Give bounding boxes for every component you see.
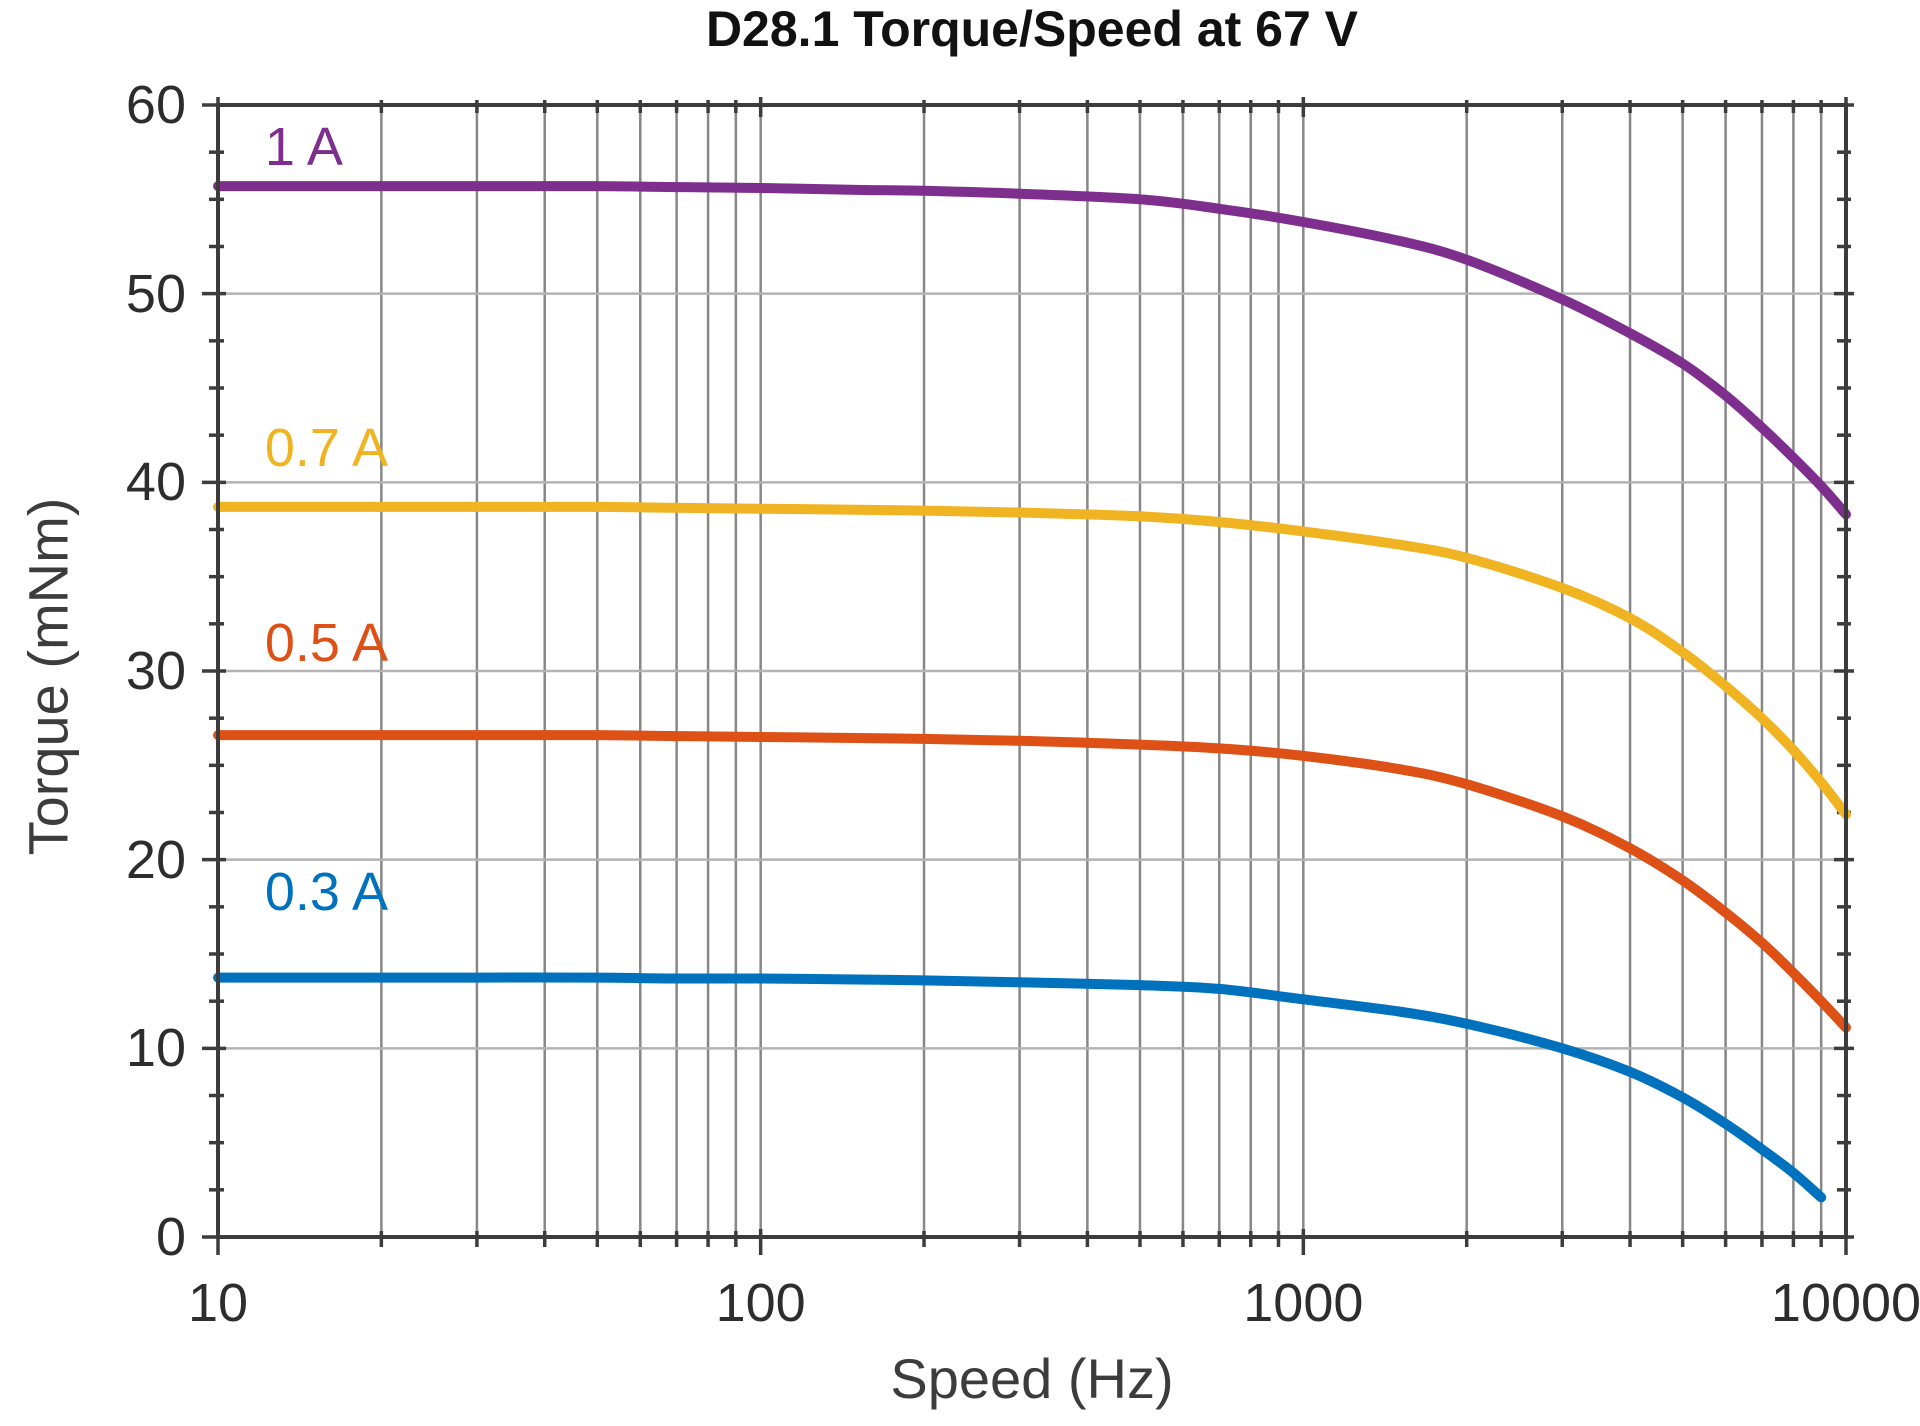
chart-title-row: D28.1 Torque/Speed at 67 V	[218, 0, 1846, 58]
y-tick-label: 10	[125, 1018, 186, 1079]
grid-horizontal	[218, 292, 1846, 1050]
y-tick-label: 20	[125, 829, 186, 890]
y-tick-label: 30	[125, 641, 186, 701]
x-axis-label: Speed (Hz)	[890, 1347, 1174, 1410]
series-label-03a: 0.3 A	[264, 861, 388, 922]
y-tick-label: 0	[155, 1207, 186, 1267]
tick-marks	[202, 97, 1854, 1255]
curve-1a	[213, 181, 1851, 520]
axes-box	[216, 103, 1848, 1239]
y-tick-label: 40	[125, 452, 186, 513]
chart-title: D28.1 Torque/Speed at 67 V	[705, 1, 1359, 57]
curves	[213, 181, 1851, 1203]
x-tick-label: 10	[187, 1273, 249, 1333]
series-label-05a: 0.5 A	[264, 612, 388, 673]
x-tick-label: 100	[715, 1273, 806, 1333]
y-tick-label: 60	[125, 75, 186, 135]
x-tick-label: 10000	[1770, 1273, 1920, 1333]
curve-03a	[213, 972, 1827, 1203]
curve-05a	[213, 730, 1851, 1033]
x-tick-label: 1000	[1243, 1273, 1364, 1333]
y-tick-label: 50	[125, 263, 186, 324]
curve-07a	[213, 501, 1851, 820]
series-label-1a: 1 A	[264, 116, 343, 177]
series-label-07a: 0.7 A	[264, 418, 388, 479]
